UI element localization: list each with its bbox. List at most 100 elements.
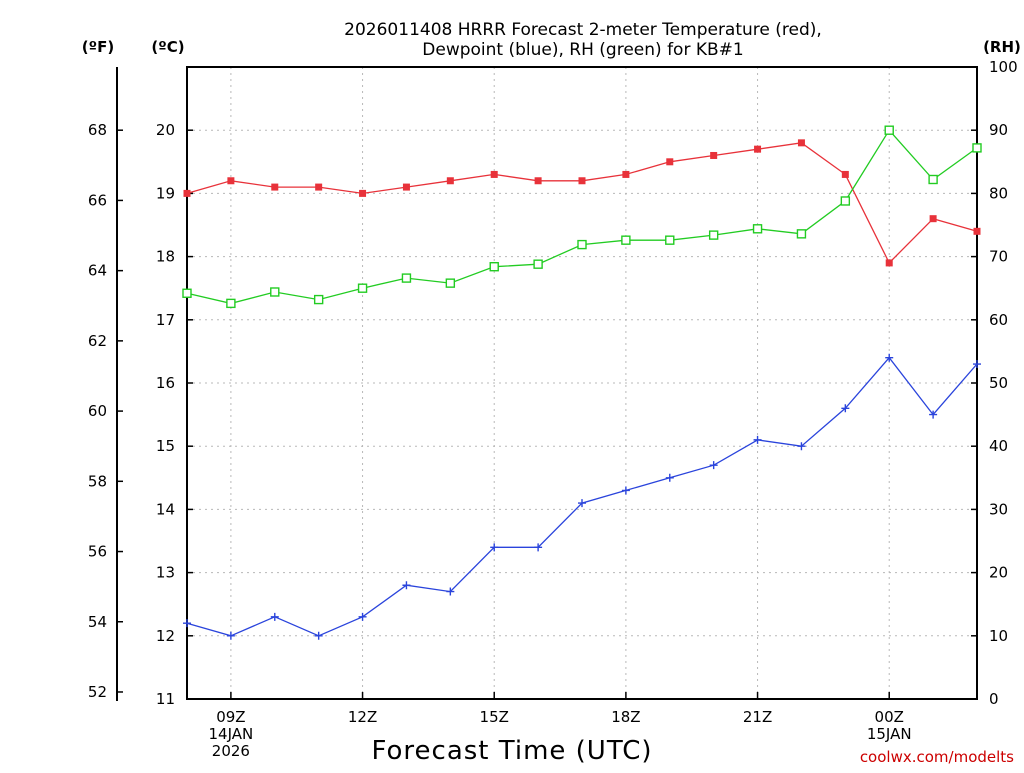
x-tick-label: 15JAN [867,725,912,743]
rh-point [972,143,982,153]
x-tick-label: 2026 [212,742,250,760]
fahrenheit-tick-label: 60 [88,402,107,420]
dewpoint-point [270,612,279,621]
temperature-point [271,183,279,191]
fahrenheit-tick-label: 68 [88,121,107,139]
rh-tick-label: 80 [989,184,1008,202]
grid [187,67,977,699]
celsius-tick-label: 18 [156,248,175,266]
rh-tick-label: 50 [989,374,1008,392]
dewpoint-point [183,619,191,628]
celsius-tick-label: 11 [156,690,175,708]
dewpoint-point [665,473,674,482]
temperature-point [929,215,937,223]
x-tick-label: 12Z [348,708,377,726]
fahrenheit-tick-label: 66 [88,191,107,209]
x-tick-label: 14JAN [209,725,254,743]
rh-tick-label: 60 [989,311,1008,329]
rh-point [226,298,236,309]
celsius-tick-label: 15 [156,437,175,455]
rh-tick-label: 70 [989,248,1008,266]
temperature-point [578,177,586,185]
temperature-point [359,189,367,197]
rh-point [752,224,763,234]
x-tick-label: 18Z [611,708,640,726]
x-tick-label: 00Z [875,708,904,726]
fahrenheit-tick-label: 64 [88,262,107,280]
rh-point [445,278,456,288]
rh-tick-label: 30 [989,500,1008,518]
celsius-tick-label: 14 [156,500,175,518]
fahrenheit-tick-label: 56 [88,543,107,561]
celsius-tick-label: 13 [156,564,175,582]
rh-tick-label: 100 [989,58,1018,76]
chart-title-line-2: Dewpoint (blue), RH (green) for KB#1 [422,40,743,60]
celsius-tick-label: 16 [156,374,175,392]
rh-point [489,262,499,272]
credit-text[interactable]: coolwx.com/modelts [860,748,1014,766]
celsius-tick-label: 20 [156,121,175,139]
rh-point [533,259,543,269]
celsius-tick-label: 12 [156,627,175,645]
rh-tick-label: 40 [989,437,1008,455]
dewpoint-point [621,486,630,495]
rh-point [577,239,587,250]
temperature-point [754,145,762,153]
chart-title-line-1: 2026011408 HRRR Forecast 2-meter Tempera… [344,20,822,40]
dewpoint-point [753,435,762,444]
x-tick-label: 09Z [216,708,245,726]
dewpoint-point [929,410,938,419]
x-tick-label: 15Z [480,708,509,726]
celsius-tick-label: 19 [156,184,175,202]
rh-point [884,125,894,135]
rh-tick-label: 20 [989,564,1008,582]
dewpoint-point [841,404,850,413]
rh-tick-label: 90 [989,121,1008,139]
dewpoint-point [709,461,718,470]
rh-point [313,294,324,305]
temperature-point [666,158,674,166]
rh-point [270,287,280,297]
dewpoint-point [797,442,806,451]
dewpoint-point [885,353,894,362]
dewpoint-point [578,499,586,508]
temperature-point [534,177,542,185]
dewpoint-line [186,356,978,637]
dewpoint-point [534,543,543,552]
dewpoint-point [446,587,455,596]
temperature-point [315,183,323,191]
dewpoint-point [973,360,981,369]
temperature-point [227,177,235,185]
temperature-point [446,177,454,185]
temperature-point [490,170,498,178]
temperature-point [402,183,410,191]
dewpoint-point [490,543,499,552]
temperature-point [973,227,981,235]
axes: 52 54 56 58 60 62 64 66 68 11 12 13 14 15 16 17 18 19 20 0 1… [88,58,1018,760]
x-axis-title: Forecast Time (UTC) [371,736,652,766]
rh-tick-label: 10 [989,627,1008,645]
rh-tick-label: 0 [989,690,999,708]
x-tick-label: 21Z [743,708,772,726]
dewpoint-point [358,612,367,621]
rh-point [840,196,851,206]
series [182,125,982,640]
rh-point [708,230,719,240]
fahrenheit-tick-label: 62 [88,332,107,350]
fahrenheit-tick-label: 52 [88,683,107,701]
rh-point [357,283,368,293]
dewpoint-point [314,631,323,640]
rh-point [401,273,412,283]
rh-point [665,235,675,245]
dewpoint-point [402,581,411,590]
celsius-unit-label: (ºC) [151,38,184,56]
dewpoint-point [226,631,235,640]
rh-point [182,288,192,298]
temperature-point [885,259,893,267]
rh-line [186,129,978,305]
temperature-point [622,170,630,178]
fahrenheit-tick-label: 54 [88,613,107,631]
temperature-point [797,139,805,147]
celsius-tick-label: 17 [156,311,175,329]
